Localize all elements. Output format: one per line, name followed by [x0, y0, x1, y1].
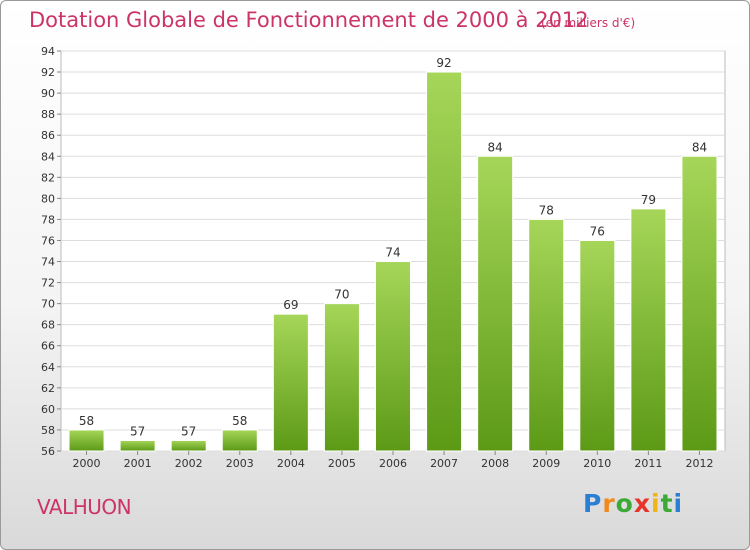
bar-2003 — [221, 429, 258, 452]
commune-name: VALHUON — [37, 495, 132, 519]
bar-2009 — [528, 218, 565, 452]
bar-2011 — [630, 208, 667, 452]
chart-title: Dotation Globale de Fonctionnement de 20… — [29, 8, 589, 32]
y-tick-label: 58 — [41, 424, 55, 437]
data-label-2010: 76 — [590, 224, 605, 238]
y-tick-label: 90 — [41, 87, 55, 100]
x-tick-label-2012: 2012 — [685, 457, 713, 470]
x-tick-label-2000: 2000 — [73, 457, 101, 470]
logo-letter: r — [602, 489, 616, 518]
logo-letter: o — [615, 489, 634, 518]
y-tick-label: 70 — [41, 298, 55, 311]
x-tick-label-2002: 2002 — [175, 457, 203, 470]
x-tick-label-2001: 2001 — [124, 457, 152, 470]
data-label-2008: 84 — [488, 140, 503, 154]
y-tick-label: 88 — [41, 108, 55, 121]
logo-letter: t — [660, 489, 674, 518]
y-tick-label: 82 — [41, 171, 55, 184]
bars — [68, 71, 718, 452]
y-tick-label: 92 — [41, 66, 55, 79]
y-tick-label: 68 — [41, 319, 55, 332]
logo-letter: x — [633, 489, 651, 518]
bar-2002 — [170, 439, 207, 452]
y-tick-label: 84 — [41, 150, 55, 163]
x-tick-label-2011: 2011 — [634, 457, 662, 470]
data-label-2001: 57 — [130, 424, 145, 438]
x-tick-label-2006: 2006 — [379, 457, 407, 470]
data-label-2005: 70 — [334, 288, 349, 302]
x-tick-label-2007: 2007 — [430, 457, 458, 470]
y-axis: 56 58 60 62 64 66 68 70 72 74 76 78 80 82 84 86 88 90 92 94 — [41, 45, 61, 458]
data-label-2009: 78 — [539, 203, 554, 217]
data-label-2006: 74 — [385, 246, 400, 260]
y-tick-label: 80 — [41, 192, 55, 205]
y-tick-label: 74 — [41, 256, 55, 269]
y-tick-label: 64 — [41, 361, 55, 374]
bar-2007 — [426, 71, 463, 452]
proxiti-logo: Proxiti — [583, 489, 683, 518]
bar-2008 — [477, 155, 514, 452]
data-label-2007: 92 — [436, 56, 451, 70]
x-tick-label-2003: 2003 — [226, 457, 254, 470]
y-tick-label: 66 — [41, 340, 55, 353]
x-axis: 2000 2001 2002 2003 2004 2005 2006 2007 2008 2009… — [73, 451, 713, 470]
bar-2010 — [579, 239, 616, 452]
data-labels: 58 57 57 58 69 70 74 92 84 78 76 79 84 — [79, 56, 707, 438]
bar-2012 — [681, 155, 718, 452]
data-label-2012: 84 — [692, 140, 707, 154]
bar-2000 — [68, 429, 105, 452]
x-tick-label-2008: 2008 — [481, 457, 509, 470]
y-tick-label: 62 — [41, 382, 55, 395]
y-tick-label: 86 — [41, 129, 55, 142]
data-label-2000: 58 — [79, 414, 94, 428]
x-tick-label-2004: 2004 — [277, 457, 305, 470]
bar-2005 — [323, 303, 360, 452]
logo-letter: i — [673, 489, 684, 518]
bar-2001 — [119, 439, 156, 452]
data-label-2011: 79 — [641, 193, 656, 207]
logo-letter: i — [651, 489, 661, 518]
logo-letter: P — [583, 489, 603, 518]
y-tick-label: 78 — [41, 213, 55, 226]
bar-2006 — [375, 261, 411, 452]
y-tick-label: 72 — [41, 277, 55, 290]
x-tick-label-2010: 2010 — [583, 457, 611, 470]
y-tick-label: 76 — [41, 234, 55, 247]
x-tick-label-2005: 2005 — [328, 457, 356, 470]
data-label-2004: 69 — [283, 298, 298, 312]
y-tick-label: 60 — [41, 403, 55, 416]
y-tick-label: 94 — [41, 45, 55, 58]
chart-subtitle: (en milliers d'€) — [541, 16, 636, 30]
bar-2004 — [272, 313, 309, 452]
x-tick-label-2009: 2009 — [532, 457, 560, 470]
y-tick-label: 56 — [41, 445, 55, 458]
data-label-2003: 58 — [232, 414, 247, 428]
data-label-2002: 57 — [181, 424, 196, 438]
